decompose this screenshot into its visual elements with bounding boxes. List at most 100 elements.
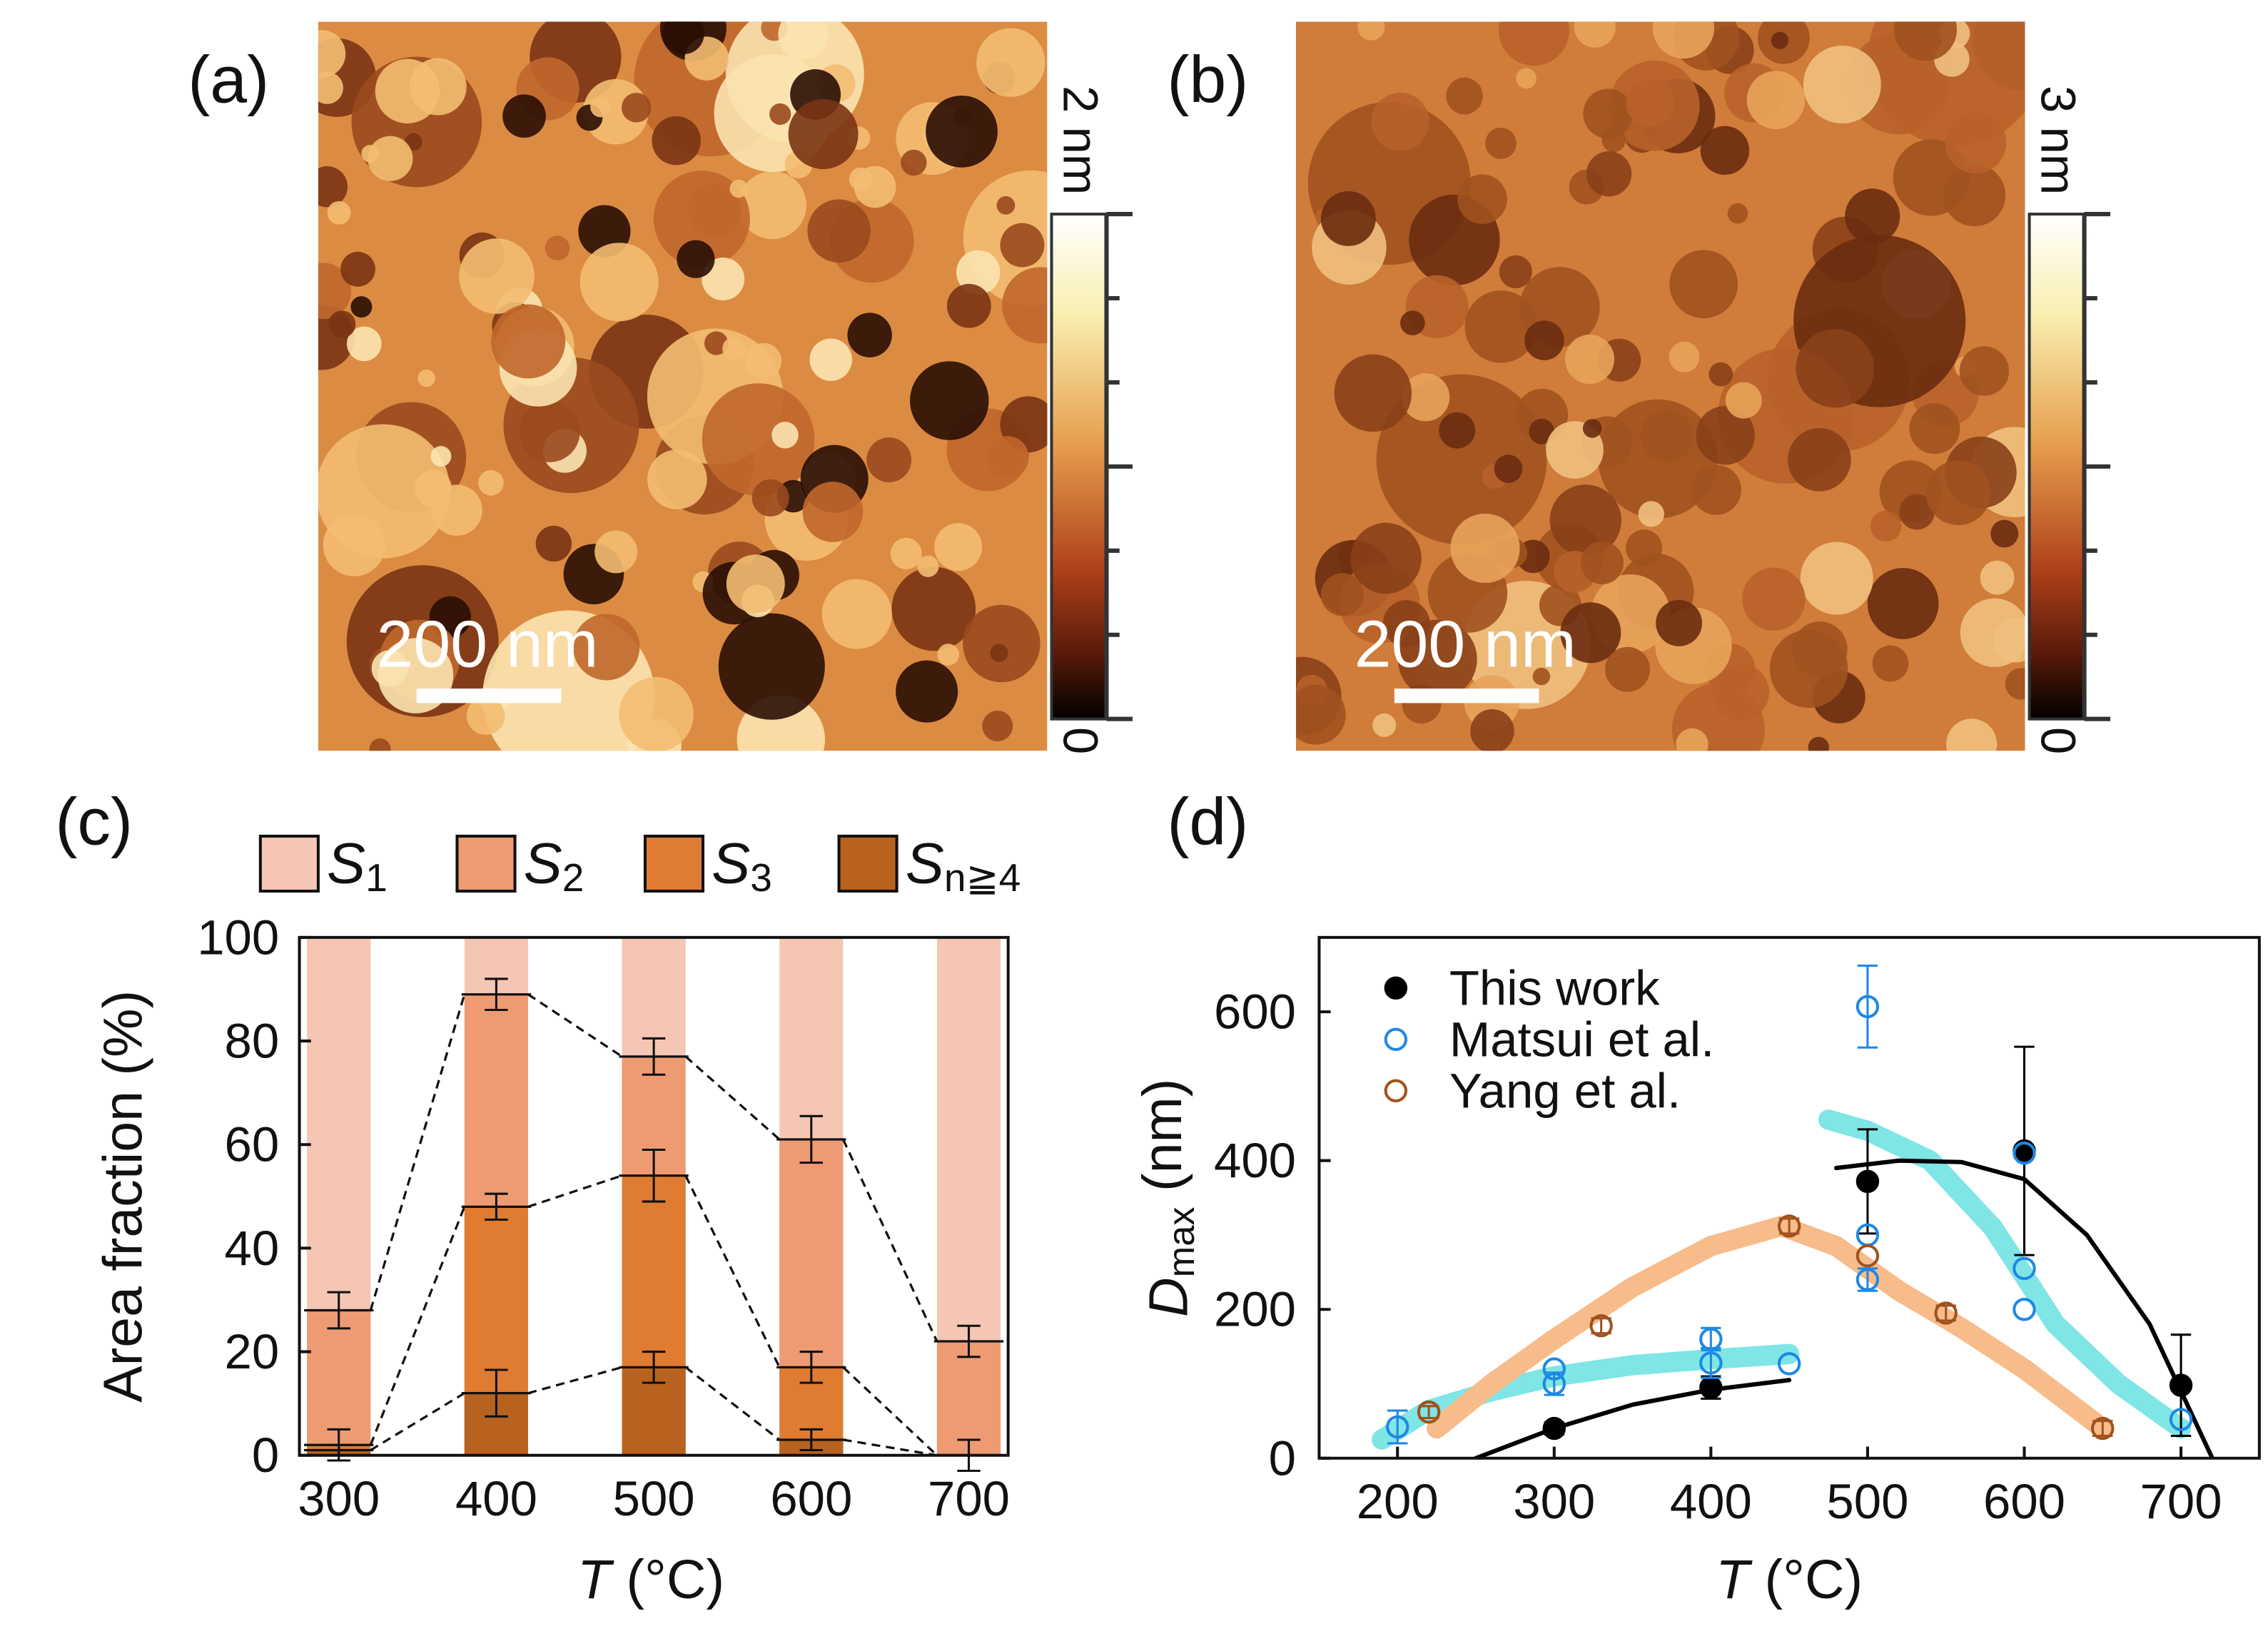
afm-feature — [1397, 619, 1477, 699]
afm-feature — [722, 337, 746, 361]
legend-swatch — [643, 834, 705, 893]
afm-feature — [1564, 334, 1615, 385]
afm-feature — [1560, 602, 1621, 664]
afm-feature — [1400, 310, 1425, 335]
afm-feature — [318, 166, 348, 208]
afm-feature — [1641, 410, 1694, 462]
afm-feature — [891, 566, 976, 651]
x-tick-label: 500 — [613, 1471, 695, 1526]
afm-feature — [901, 149, 927, 176]
afm-feature — [1516, 68, 1537, 89]
legend-label: This work — [1449, 960, 1660, 1015]
afm-feature — [340, 251, 375, 287]
panel-label: (b) — [1167, 43, 1248, 117]
legend-label: Sn≧4 — [906, 831, 1021, 899]
data-point — [2013, 1298, 2036, 1321]
afm-feature — [751, 479, 789, 517]
afm-feature — [677, 240, 715, 278]
afm-feature — [318, 30, 346, 78]
afm-feature — [1320, 190, 1376, 246]
afm-feature — [409, 58, 467, 116]
afm-feature — [579, 243, 659, 322]
panel-label: (a) — [188, 43, 269, 117]
afm-feature — [1727, 203, 1748, 224]
connector — [684, 1366, 781, 1441]
afm-feature — [982, 710, 1013, 742]
afm-feature — [414, 469, 452, 508]
afm-feature — [502, 94, 546, 138]
afm-feature — [1746, 71, 1806, 130]
y-axis-label: Dmax (nm) — [1132, 1079, 1203, 1317]
afm-feature — [1402, 373, 1450, 422]
afm-feature — [1800, 542, 1873, 615]
afm-feature — [328, 310, 356, 338]
plot-frame — [298, 935, 1010, 1457]
afm-feature — [1605, 646, 1651, 692]
fit-curve — [1427, 1216, 2113, 1439]
legend-label: S1 — [327, 831, 388, 899]
afm-feature — [1713, 664, 1769, 721]
afm-feature — [430, 446, 452, 467]
data-point — [1542, 1372, 1566, 1396]
afm-feature — [1529, 418, 1555, 444]
afm-feature — [1532, 667, 1551, 686]
afm-feature — [1320, 573, 1364, 616]
colorbar — [2027, 213, 2086, 721]
x-axis-label: T (°C) — [1716, 1549, 1863, 1610]
legend-label: Matsui et al. — [1449, 1012, 1714, 1067]
afm-feature — [729, 179, 748, 198]
afm-feature — [890, 537, 922, 569]
colorbar — [1050, 213, 1108, 721]
afm-feature — [1946, 718, 1998, 751]
x-axis-label: T (°C) — [577, 1549, 724, 1610]
legend-label: S3 — [712, 831, 772, 899]
afm-feature — [956, 250, 1001, 295]
afm-feature — [771, 422, 799, 449]
afm-feature — [1676, 728, 1708, 751]
afm-feature — [1626, 78, 1675, 127]
afm-feature — [1870, 510, 1902, 542]
x-tick-label: 700 — [2140, 1474, 2222, 1529]
data-point — [1589, 1313, 1613, 1338]
afm-feature — [647, 449, 707, 509]
legend-label: Yang et al. — [1449, 1063, 1681, 1118]
connector — [527, 1174, 623, 1208]
data-point — [1699, 1376, 1723, 1399]
afm-feature — [621, 93, 652, 123]
y-axis-label: Area fraction (%) — [92, 990, 153, 1403]
legend-swatch — [258, 834, 320, 893]
afm-feature — [545, 235, 570, 261]
afm-feature — [866, 437, 912, 483]
panel-label: (c) — [55, 785, 133, 859]
legend-marker — [1384, 1079, 1408, 1103]
afm-feature — [854, 166, 896, 208]
afm-feature — [1691, 464, 1741, 515]
x-tick-label: 500 — [1826, 1474, 1908, 1529]
afm-feature — [1993, 617, 2025, 663]
afm-feature — [1371, 92, 1429, 151]
y-tick-label: 80 — [225, 1014, 280, 1069]
legend-marker — [1384, 976, 1408, 1000]
afm-feature — [1296, 684, 1346, 745]
y-tick-label: 40 — [225, 1221, 280, 1276]
data-point — [2169, 1408, 2193, 1431]
afm-feature — [327, 200, 351, 225]
afm-feature — [1669, 250, 1738, 319]
x-tick-label: 300 — [1513, 1474, 1595, 1529]
data-point — [1417, 1400, 1441, 1424]
afm-feature — [946, 283, 991, 328]
data-point — [1856, 1244, 1880, 1268]
afm-feature — [1582, 419, 1602, 438]
y-tick-label: 60 — [225, 1117, 280, 1172]
afm-feature — [1845, 188, 1900, 244]
data-point — [1856, 995, 1880, 1019]
afm-feature — [1350, 522, 1422, 594]
afm-feature — [1574, 21, 1616, 48]
data-point — [1542, 1416, 1566, 1440]
data-point — [2013, 1142, 2036, 1165]
afm-image — [1296, 21, 2025, 751]
data-point — [1699, 1351, 1723, 1375]
afm-feature — [368, 136, 413, 181]
